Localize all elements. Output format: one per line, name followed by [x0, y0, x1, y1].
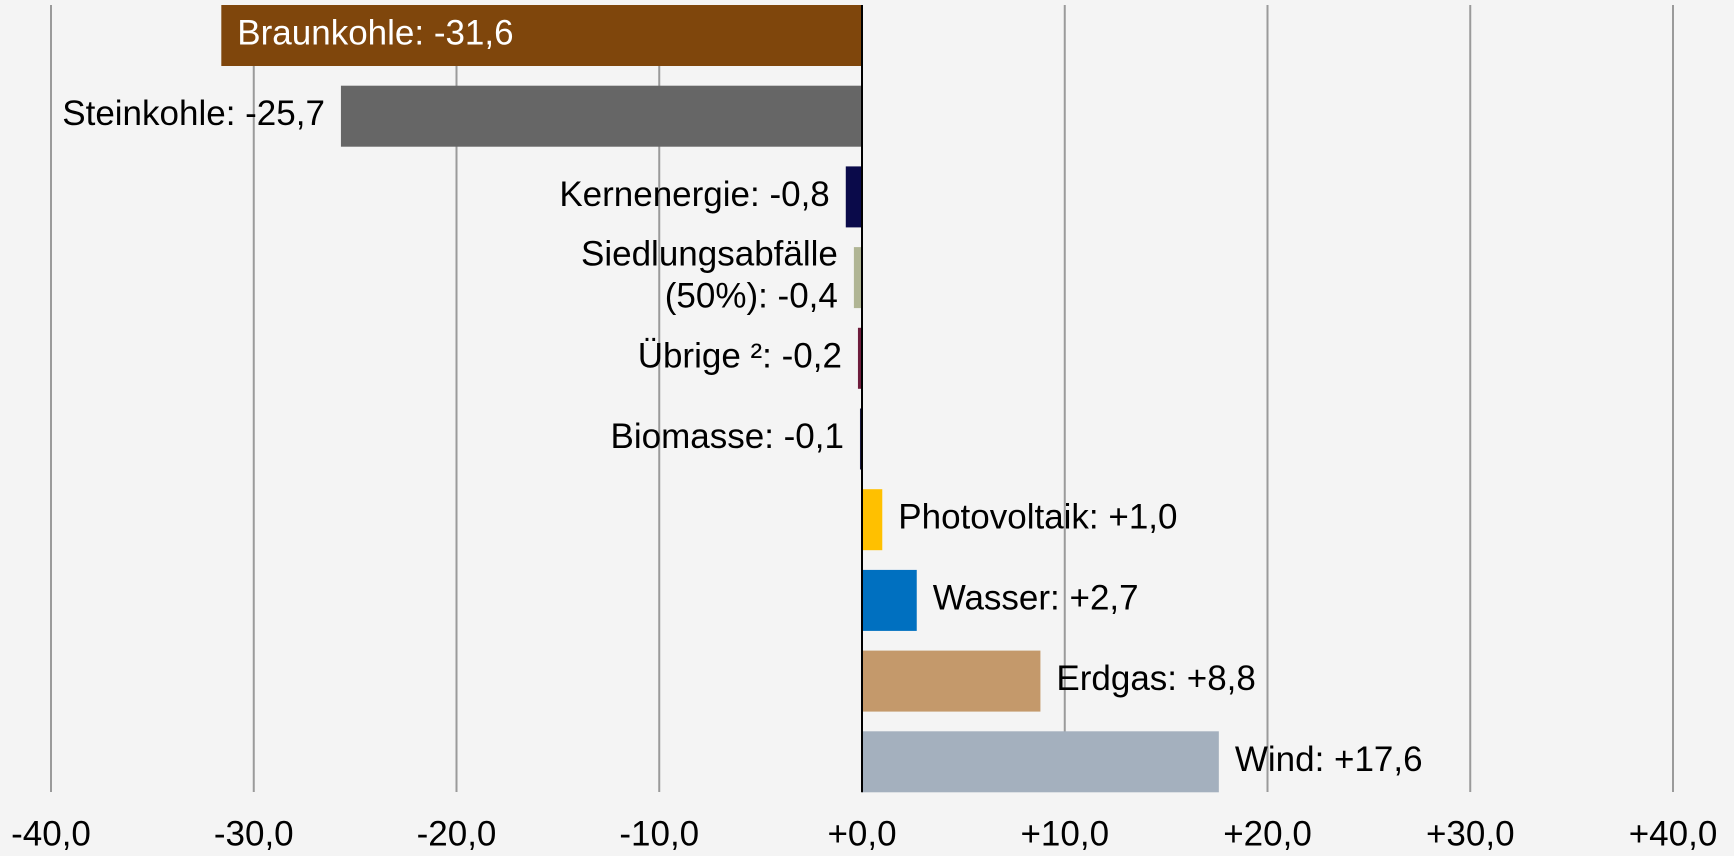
data-label-line: Wasser: +2,7	[933, 579, 1139, 618]
data-label: Photovoltaik: +1,0	[898, 498, 1177, 537]
bar	[845, 166, 862, 228]
bar	[340, 85, 862, 147]
data-label: Wind: +17,6	[1235, 740, 1423, 779]
x-tick-label: +40,0	[1629, 814, 1718, 853]
data-label: Wasser: +2,7	[933, 579, 1139, 618]
x-tick-label: +20,0	[1223, 814, 1312, 853]
data-label-line: Braunkohle: -31,6	[237, 14, 513, 53]
data-label-line: Wind: +17,6	[1235, 740, 1423, 779]
x-tick-label: -40,0	[11, 814, 91, 853]
x-tick-label: -10,0	[619, 814, 699, 853]
bar	[859, 408, 862, 470]
bar	[862, 489, 883, 551]
data-label: Braunkohle: -31,6	[237, 14, 513, 53]
data-label-line: Übrige ²: -0,2	[638, 337, 842, 376]
data-label-line: Biomasse: -0,1	[611, 417, 844, 456]
data-label: Kernenergie: -0,8	[559, 175, 829, 214]
data-label: Erdgas: +8,8	[1056, 659, 1255, 698]
x-tick-label: +30,0	[1426, 814, 1515, 853]
x-tick-label: -30,0	[214, 814, 294, 853]
x-tick-label: +0,0	[827, 814, 896, 853]
bar	[862, 650, 1041, 712]
bar	[221, 5, 862, 66]
x-tick-label: +10,0	[1020, 814, 1109, 853]
data-label: Übrige ²: -0,2	[638, 337, 842, 376]
data-label: Biomasse: -0,1	[611, 417, 844, 456]
data-label-line: Kernenergie: -0,8	[559, 175, 829, 214]
data-label: Steinkohle: -25,7	[62, 94, 325, 133]
bar	[853, 247, 862, 309]
data-label-line: Photovoltaik: +1,0	[898, 498, 1177, 537]
x-tick-label: -20,0	[417, 814, 497, 853]
bar	[862, 569, 917, 631]
data-label-line: Erdgas: +8,8	[1056, 659, 1255, 698]
data-label-line: Steinkohle: -25,7	[62, 94, 325, 133]
data-label-line: Siedlungsabfälle	[581, 235, 838, 274]
bar	[857, 327, 862, 389]
bar	[862, 731, 1219, 793]
data-label: Siedlungsabfälle (50%): -0,4	[581, 235, 838, 316]
data-label-line: (50%): -0,4	[665, 277, 838, 316]
